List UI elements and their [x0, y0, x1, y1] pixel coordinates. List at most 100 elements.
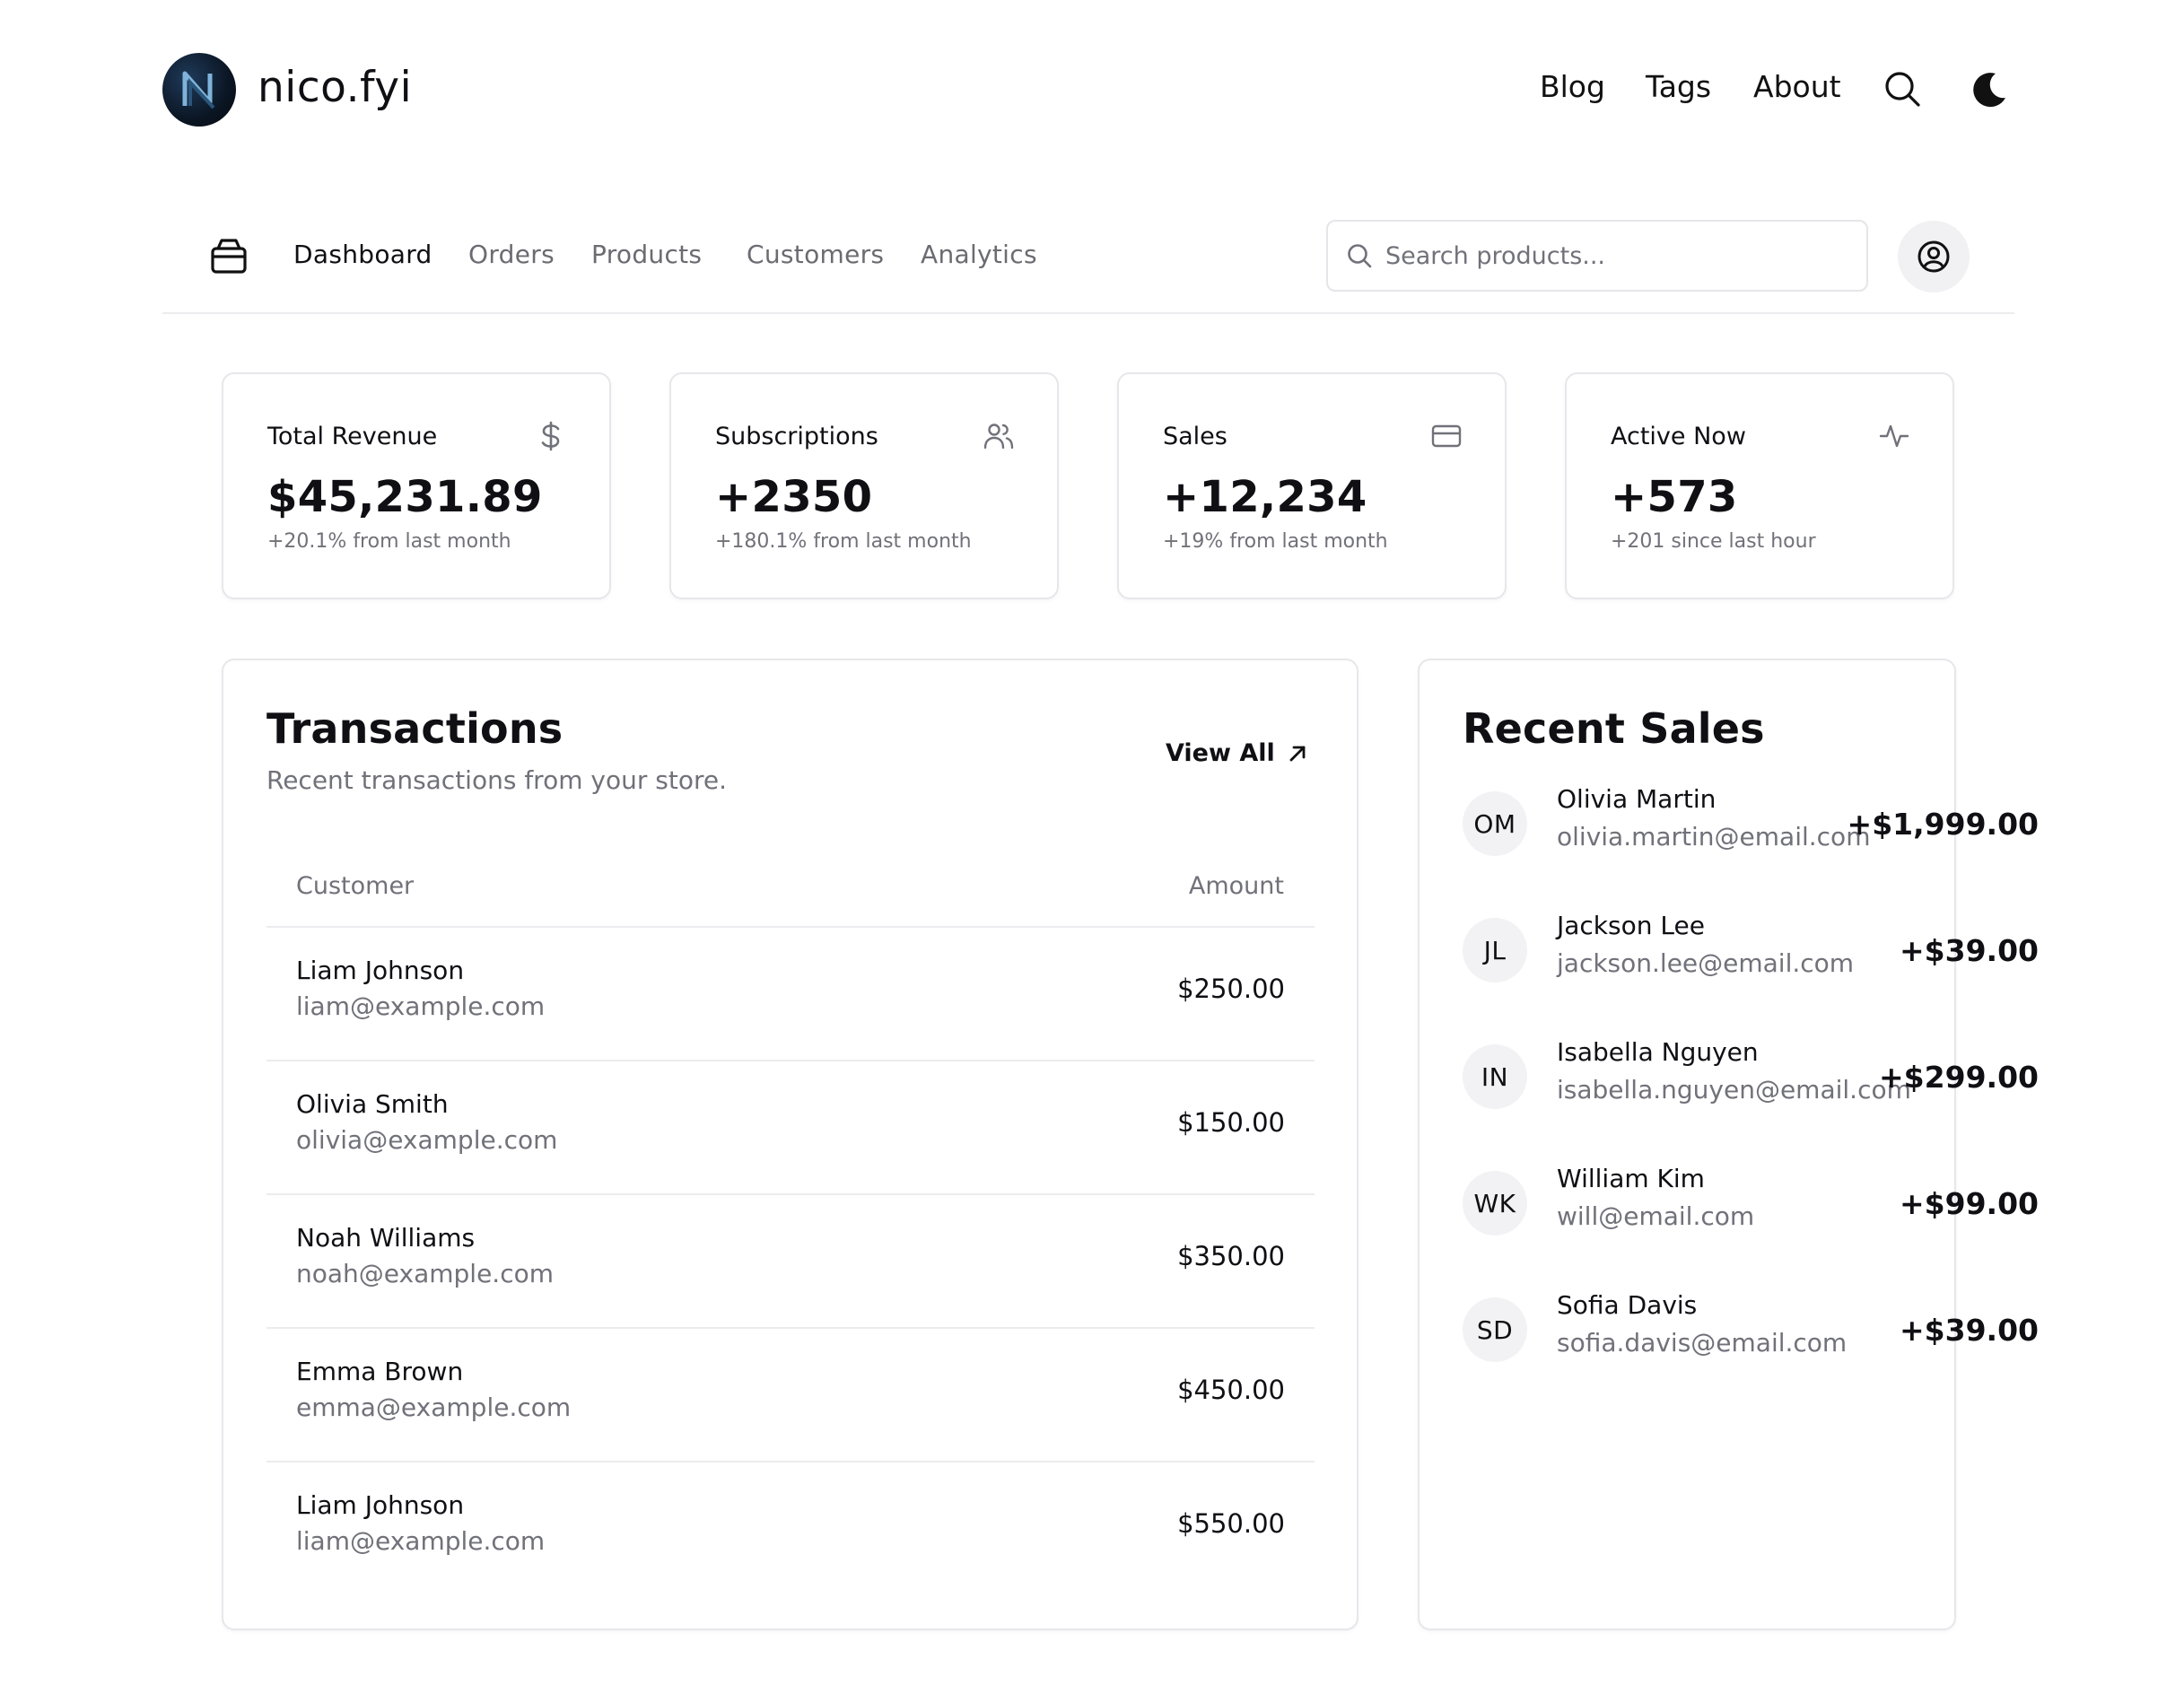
- sale-amount: +$39.00: [1900, 1313, 2039, 1348]
- tab-products[interactable]: Products: [591, 240, 703, 269]
- users-icon: [983, 421, 1014, 451]
- table-row[interactable]: Noah Williams noah@example.com $350.00: [266, 1195, 1315, 1327]
- transactions-title: Transactions: [266, 704, 563, 753]
- stat-delta: +180.1% from last month: [715, 530, 972, 553]
- stat-card-total-revenue: Total Revenue $45,231.89 +20.1% from las…: [222, 372, 611, 599]
- avatar: IN: [1463, 1044, 1527, 1109]
- stat-delta: +20.1% from last month: [267, 530, 511, 553]
- avatar: SD: [1463, 1297, 1527, 1362]
- tab-dashboard[interactable]: Dashboard: [293, 240, 432, 269]
- stat-card-sales: Sales +12,234 +19% from last month: [1117, 372, 1507, 599]
- search-input[interactable]: [1385, 241, 1834, 270]
- credit-card-icon: [1431, 421, 1462, 451]
- table-row[interactable]: Liam Johnson liam@example.com $550.00: [266, 1463, 1315, 1594]
- sale-amount: +$1,999.00: [1847, 807, 2039, 842]
- view-all-link[interactable]: View All: [1166, 741, 1307, 765]
- avatar: OM: [1463, 791, 1527, 856]
- sale-customer-email: olivia.martin@email.com: [1557, 822, 1871, 851]
- avatar: WK: [1463, 1171, 1527, 1236]
- recent-sales-panel: Recent Sales OM Olivia Martin olivia.mar…: [1418, 659, 2039, 1630]
- column-header-customer: Customer: [296, 872, 415, 900]
- avatar: JL: [1463, 918, 1527, 982]
- transaction-amount: $450.00: [1177, 1375, 1285, 1405]
- arrow-up-right-icon: [1289, 746, 1306, 761]
- stat-value: +2350: [715, 472, 873, 522]
- customer-name: Olivia Smith: [296, 1089, 449, 1119]
- nav-link-about[interactable]: About: [1753, 69, 1841, 104]
- transaction-amount: $250.00: [1177, 974, 1285, 1004]
- stat-title: Subscriptions: [715, 423, 878, 450]
- sale-customer-email: jackson.lee@email.com: [1557, 948, 1855, 978]
- search-icon: [1885, 72, 1920, 107]
- column-header-amount: Amount: [1188, 872, 1284, 900]
- sale-customer-email: will@email.com: [1557, 1201, 1755, 1231]
- customer-email: liam@example.com: [296, 991, 546, 1021]
- tab-analytics[interactable]: Analytics: [921, 240, 1037, 269]
- sale-amount: +$39.00: [1900, 933, 2039, 968]
- customer-name: Noah Williams: [296, 1223, 476, 1253]
- list-item[interactable]: SD Sofia Davis sofia.davis@email.com +$3…: [1463, 1293, 2039, 1369]
- brand-name[interactable]: nico.fyi: [258, 63, 413, 112]
- sale-customer-name: Jackson Lee: [1557, 911, 1705, 940]
- customer-email: noah@example.com: [296, 1259, 554, 1288]
- user-circle-icon: [1918, 240, 1950, 273]
- transaction-amount: $550.00: [1177, 1508, 1285, 1539]
- header-divider: [266, 926, 1315, 928]
- row-divider: [266, 1327, 1315, 1329]
- search-icon: [1348, 244, 1372, 268]
- sale-customer-name: Isabella Nguyen: [1557, 1037, 1759, 1067]
- site-logo[interactable]: [162, 53, 236, 127]
- customer-name: Emma Brown: [296, 1357, 464, 1386]
- nav-link-tags[interactable]: Tags: [1646, 69, 1712, 104]
- stat-title: Total Revenue: [267, 423, 438, 450]
- nav-divider: [162, 312, 2014, 314]
- transaction-amount: $150.00: [1177, 1107, 1285, 1138]
- customer-name: Liam Johnson: [296, 1490, 465, 1520]
- table-row[interactable]: Liam Johnson liam@example.com $250.00: [266, 928, 1315, 1060]
- sale-customer-email: sofia.davis@email.com: [1557, 1328, 1848, 1358]
- recent-sales-title: Recent Sales: [1463, 704, 1765, 753]
- stat-value: +12,234: [1163, 472, 1367, 522]
- stat-card-active-now: Active Now +573 +201 since last hour: [1565, 372, 1954, 599]
- site-search-button[interactable]: [1883, 69, 1922, 109]
- sale-customer-name: Sofia Davis: [1557, 1290, 1698, 1320]
- row-divider: [266, 1461, 1315, 1463]
- stat-value: +573: [1611, 472, 1738, 522]
- list-item[interactable]: WK William Kim will@email.com +$99.00: [1463, 1166, 2039, 1243]
- customer-email: olivia@example.com: [296, 1125, 558, 1155]
- moon-icon: [1973, 73, 2005, 108]
- stat-title: Active Now: [1611, 423, 1746, 450]
- sale-customer-name: William Kim: [1557, 1164, 1705, 1193]
- store-home-button[interactable]: [208, 235, 249, 276]
- customer-email: emma@example.com: [296, 1393, 572, 1422]
- user-menu-button[interactable]: [1898, 221, 1970, 293]
- list-item[interactable]: IN Isabella Nguyen isabella.nguyen@email…: [1463, 1040, 2039, 1116]
- sale-amount: +$99.00: [1900, 1186, 2039, 1221]
- row-divider: [266, 1060, 1315, 1061]
- customer-name: Liam Johnson: [296, 956, 465, 985]
- sale-customer-name: Olivia Martin: [1557, 784, 1717, 814]
- sale-customer-email: isabella.nguyen@email.com: [1557, 1075, 1911, 1105]
- transactions-panel: Transactions Recent transactions from yo…: [222, 659, 1358, 1630]
- list-item[interactable]: OM Olivia Martin olivia.martin@email.com…: [1463, 787, 2039, 863]
- table-row[interactable]: Emma Brown emma@example.com $450.00: [266, 1329, 1315, 1461]
- tab-orders[interactable]: Orders: [468, 240, 555, 269]
- stat-title: Sales: [1163, 423, 1227, 450]
- list-item[interactable]: JL Jackson Lee jackson.lee@email.com +$3…: [1463, 913, 2039, 990]
- transactions-subtitle: Recent transactions from your store.: [266, 765, 727, 795]
- transaction-amount: $350.00: [1177, 1241, 1285, 1271]
- activity-icon: [1879, 421, 1909, 451]
- table-row[interactable]: Olivia Smith olivia@example.com $150.00: [266, 1061, 1315, 1193]
- stat-card-subscriptions: Subscriptions +2350 +180.1% from last mo…: [669, 372, 1059, 599]
- view-all-label: View All: [1166, 739, 1275, 767]
- customer-email: liam@example.com: [296, 1526, 546, 1556]
- nav-link-blog[interactable]: Blog: [1540, 69, 1605, 104]
- search-box: [1326, 220, 1868, 292]
- stat-delta: +19% from last month: [1163, 530, 1388, 553]
- theme-toggle-button[interactable]: [1970, 70, 2009, 109]
- stat-value: $45,231.89: [267, 472, 543, 522]
- dollar-icon: [536, 421, 566, 451]
- tab-customers[interactable]: Customers: [747, 240, 885, 269]
- row-divider: [266, 1193, 1315, 1195]
- package-icon: [211, 239, 247, 274]
